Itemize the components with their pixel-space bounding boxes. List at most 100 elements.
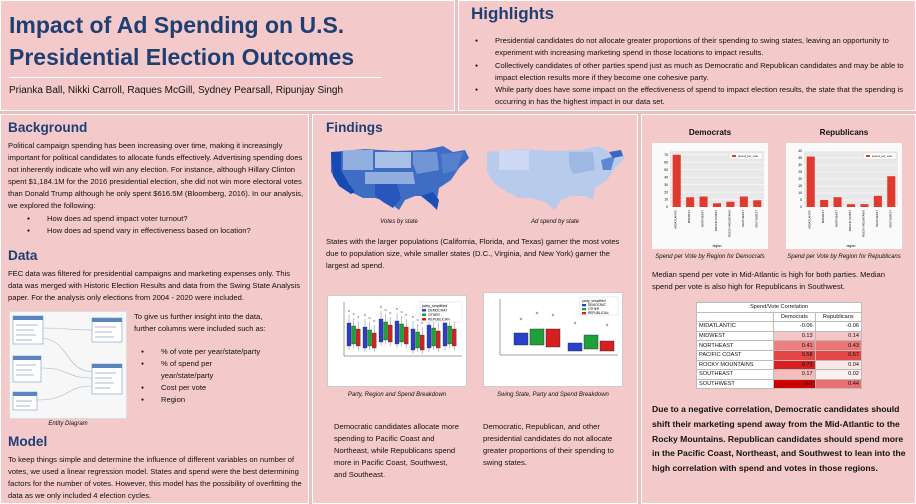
y-tick-label: 20 [798, 177, 802, 181]
x-tick-label: MIDATLANTIC [674, 210, 678, 228]
y-tick-label: 35 [798, 156, 802, 160]
bar [753, 200, 762, 207]
x-axis-label: region [847, 244, 856, 248]
swing-boxplot: party_simplified DEMOCRAT OTHER REPUBLIC… [483, 292, 623, 387]
corr-row: MIDWEST 0.13 0.14 [695, 330, 863, 342]
conclusion-text: Due to a negative correlation, Democrati… [652, 404, 906, 474]
highlights-heading: Highlights [471, 4, 555, 23]
median-text: Median spend per vote in Mid-Atlantic is… [652, 270, 885, 291]
rep-chart-caption: Spend per Vote by Region for Republicans [787, 254, 901, 260]
y-tick-label: 10 [664, 198, 668, 202]
corr-dem-value: 0.8 [773, 378, 816, 390]
y-tick-label: 20 [664, 190, 668, 194]
box [431, 327, 436, 347]
corr-dem-value: 0.41 [773, 340, 816, 351]
outlier-point [380, 306, 382, 308]
y-tick-label: 10 [798, 191, 802, 195]
swing-box-text: Democratic, Republican, and other presid… [483, 422, 614, 467]
bar-legend [863, 152, 897, 160]
highlights-panel: Highlights Presidential candidates do no… [458, 0, 916, 111]
outlier-point [373, 320, 376, 322]
box [442, 322, 448, 347]
bar-legend-swatch [866, 155, 870, 157]
y-tick-label: 50 [664, 168, 668, 172]
region-box-text: Democratic candidates allocate more spen… [334, 422, 459, 479]
region-boxplot-caption: Party, Region and Spend Breakdown [347, 392, 447, 398]
x-tick-label: ROCKY MOUNTAINS [861, 210, 865, 237]
x-tick-label: SOUTHEAST [741, 210, 745, 227]
outlier-point [368, 317, 371, 319]
outlier-point [384, 309, 387, 311]
x-tick-label: MIDWEST [821, 210, 825, 223]
bar [672, 154, 681, 207]
corr-region: PACIFIC COAST [695, 349, 775, 361]
bar-legend-label: spend_per_vote [738, 154, 759, 158]
corr-rep-value: 0.57 [814, 349, 863, 361]
dem-bar-chart: 0 10 20 30 40 50 60 70 MIDATLANTIC MIDWEST NORTHEA… [652, 143, 768, 249]
legend-democrat: DEMOCRAT [588, 303, 606, 307]
bar-legend-label: spend_per_vote [872, 154, 893, 158]
title-line-2: Presidential Election Outcomes [9, 44, 355, 70]
box [420, 334, 425, 351]
corr-row: SOUTHEAST 0.17 0.02 [695, 369, 863, 380]
votes-map [331, 146, 469, 210]
bar-legend-swatch [732, 155, 736, 157]
box [378, 318, 384, 343]
swing-boxplot-caption: Swing State, Party and Spend Breakdown [497, 392, 609, 398]
map-text: States with the larger populations (Cali… [326, 237, 620, 270]
corr-row: NORTHEAST 0.41 0.43 [695, 340, 863, 351]
title-line-1: Impact of Ad Spending on U.S. [9, 12, 345, 38]
corr-rep-value: -0.06 [814, 321, 863, 332]
outlier-point [396, 308, 398, 310]
box [383, 321, 388, 341]
corr-header: Republicans [814, 311, 863, 323]
bar [846, 204, 856, 207]
outlier-point [405, 314, 408, 316]
corr-header: Democrats [773, 311, 816, 323]
column-item: Cost per vote [135, 382, 265, 394]
column-item: % of spend per year/state/party [135, 358, 265, 382]
y-tick-label: 25 [798, 170, 802, 174]
x-tick-label: SOUTHEAST [875, 210, 879, 227]
bar [873, 195, 882, 207]
title-panel: Impact of Ad Spending on U.S. Presidenti… [0, 0, 455, 111]
x-tick-label: NORTHEAST [701, 210, 705, 227]
correlation-table: Spend/Vote Correlation Democrats Republi… [695, 302, 863, 390]
votes-map-caption: Votes by state [380, 219, 418, 225]
y-tick-label: 0 [800, 205, 802, 209]
y-tick-label: 15 [798, 184, 802, 188]
poster-title: Impact of Ad Spending on U.S. Presidenti… [9, 9, 354, 73]
region-boxplot-svg: party_simplified DEMOCRAT OTHER REPUBLIC… [343, 301, 463, 357]
outlier-point [364, 314, 366, 316]
authors: Prianka Ball, Nikki Carroll, Raques McGi… [9, 85, 344, 96]
columns-list: % of vote per year/state/party % of spen… [135, 346, 265, 406]
corr-dem-value: 0.17 [773, 369, 816, 380]
bar [739, 196, 748, 207]
box [351, 325, 356, 345]
legend-republican: REPUBLICAN [588, 311, 609, 315]
spend-map [487, 146, 625, 210]
data-side-text: To give us further insight into the data… [134, 312, 266, 333]
background-heading: Background [8, 120, 88, 135]
legend-other: OTHER [588, 307, 600, 311]
dem-chart-caption: Spend per Vote by Region for Democrats [655, 254, 765, 260]
outlier-point [421, 322, 424, 324]
correlation-title: Spend/Vote Correlation [696, 302, 862, 313]
box [372, 332, 377, 349]
bar [820, 200, 829, 207]
region-boxplot: party_simplified DEMOCRAT OTHER REPUBLIC… [327, 295, 467, 387]
y-tick-label: 40 [664, 175, 668, 179]
outlier-point [416, 319, 419, 321]
data-text: FEC data was filtered for presidential c… [8, 269, 301, 302]
column-item: % of vote per year/state/party [135, 346, 265, 358]
legend-other: OTHER [428, 313, 440, 317]
box [410, 328, 416, 351]
rep-chart-title: Republicans [819, 128, 869, 137]
plot-area [670, 151, 764, 207]
outlier-point [389, 312, 392, 314]
highlight-item: While party does have some impact on the… [469, 84, 911, 108]
y-tick-label: 0 [666, 205, 668, 209]
spend-map-caption: Ad spend by state [530, 219, 580, 225]
question-item: How does ad spend impact voter turnout? [21, 213, 306, 225]
box [362, 326, 368, 349]
